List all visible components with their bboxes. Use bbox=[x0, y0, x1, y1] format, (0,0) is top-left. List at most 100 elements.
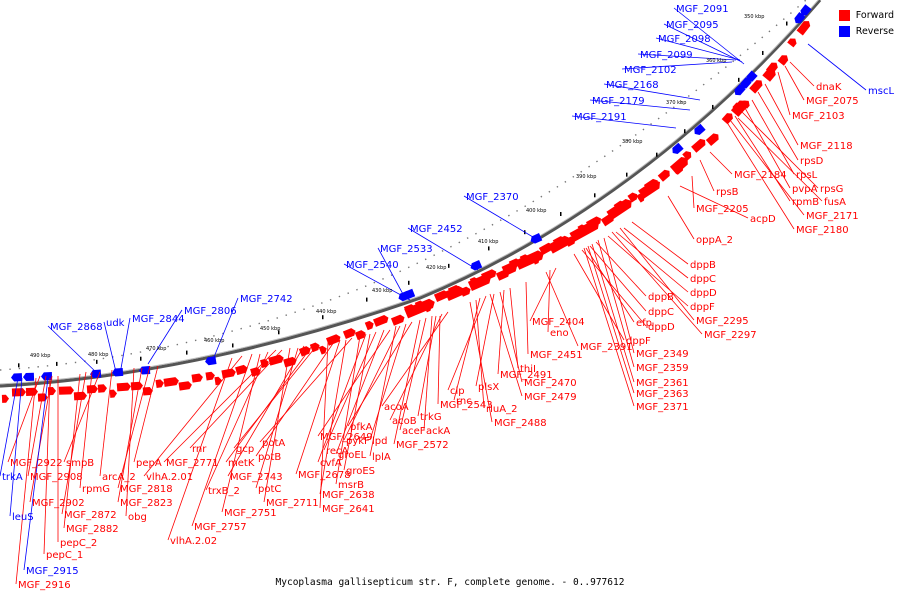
forward-feature bbox=[163, 377, 179, 387]
forward-feature bbox=[627, 192, 638, 203]
leader-line bbox=[777, 71, 791, 116]
genome-caption: Mycoplasma gallisepticum str. F, complet… bbox=[275, 577, 625, 588]
leader-line bbox=[437, 315, 441, 405]
gene-label-forward: oppA_2 bbox=[696, 235, 733, 246]
gene-label-forward: dppF bbox=[690, 302, 715, 313]
leader-line bbox=[27, 375, 47, 477]
reverse-feature bbox=[470, 260, 483, 271]
leader-line bbox=[751, 99, 795, 175]
leader-line bbox=[603, 237, 635, 354]
forward-feature bbox=[390, 314, 405, 326]
leader-line bbox=[581, 249, 647, 327]
leader-line bbox=[369, 325, 397, 457]
gene-label-forward: MGF_2349 bbox=[636, 349, 689, 360]
gene-label-forward: MGF_2641 bbox=[322, 504, 375, 515]
scale-label: 480 kbp bbox=[88, 352, 108, 358]
leader-line bbox=[727, 123, 795, 230]
forward-feature bbox=[221, 368, 236, 379]
gene-label-reverse: MGF_2844 bbox=[132, 314, 185, 325]
leader-line bbox=[29, 375, 53, 503]
leader-line bbox=[211, 297, 239, 363]
gene-label-forward: MGF_2180 bbox=[796, 225, 849, 236]
gene-label-forward: rpmB bbox=[792, 197, 819, 208]
scale-tick bbox=[140, 356, 142, 361]
leader-line bbox=[381, 311, 449, 407]
gene-label-reverse: MGF_2806 bbox=[184, 306, 237, 317]
reverse-feature bbox=[672, 142, 684, 155]
leader-line bbox=[335, 335, 361, 485]
leader-line bbox=[233, 343, 319, 449]
reverse-feature bbox=[530, 233, 543, 244]
forward-feature bbox=[691, 138, 706, 153]
gene-label-forward: lplA bbox=[372, 452, 391, 463]
scale-tick bbox=[232, 343, 234, 348]
leader-line bbox=[255, 347, 299, 489]
gene-label-forward: trkG bbox=[420, 412, 442, 423]
gene-label-reverse: udk bbox=[106, 318, 125, 329]
gene-label-reverse: MGF_2098 bbox=[658, 34, 711, 45]
reverse-feature bbox=[41, 372, 53, 381]
gene-label-reverse: MGF_2915 bbox=[26, 566, 79, 577]
reverse-feature bbox=[746, 70, 758, 82]
leader-line bbox=[317, 329, 391, 437]
leader-line bbox=[807, 43, 867, 91]
leader-line bbox=[619, 227, 695, 321]
scale-tick bbox=[96, 359, 98, 364]
forward-feature bbox=[178, 381, 192, 391]
legend-item-forward: Forward bbox=[838, 7, 894, 23]
leader-line bbox=[789, 61, 815, 87]
leader-line bbox=[47, 325, 99, 375]
gene-label-reverse: MGF_2102 bbox=[624, 65, 677, 76]
leader-line bbox=[679, 185, 749, 219]
forward-feature bbox=[569, 220, 600, 242]
gene-label-forward: msrB bbox=[338, 480, 364, 491]
forward-feature bbox=[777, 55, 789, 66]
gene-label-forward: MGF_2479 bbox=[524, 392, 577, 403]
leader-line bbox=[23, 377, 49, 571]
reverse-feature bbox=[11, 373, 23, 382]
gene-label-forward: potA bbox=[262, 438, 285, 449]
forward-feature bbox=[638, 180, 660, 199]
leader-line bbox=[191, 353, 253, 527]
leader-line bbox=[423, 315, 433, 431]
forward-feature bbox=[109, 389, 117, 398]
gene-label-forward: MGF_2751 bbox=[224, 508, 277, 519]
gene-label-forward: MGF_2572 bbox=[396, 440, 449, 451]
gene-label-forward: vlhA.2.01 bbox=[146, 472, 193, 483]
forward-feature bbox=[762, 68, 776, 82]
leader-line bbox=[757, 91, 799, 161]
gene-label-forward: MGF_2491 bbox=[500, 370, 553, 381]
forward-feature bbox=[657, 169, 670, 182]
leader-line bbox=[589, 99, 691, 111]
forward-feature bbox=[25, 387, 38, 397]
gene-label-forward: pepA bbox=[136, 458, 162, 469]
gene-label-forward: pykF bbox=[346, 436, 370, 447]
leader-line bbox=[603, 83, 701, 101]
gene-label-forward: pfkA bbox=[350, 422, 373, 433]
leader-line bbox=[597, 239, 635, 368]
forward-feature bbox=[796, 21, 811, 36]
leader-line bbox=[319, 339, 347, 495]
forward-feature bbox=[787, 38, 797, 48]
gene-label-forward: pepC_2 bbox=[60, 538, 97, 549]
leader-line bbox=[343, 263, 411, 301]
leader-line bbox=[595, 241, 647, 297]
forward-feature bbox=[606, 198, 632, 221]
gene-label-forward: smpB bbox=[66, 458, 94, 469]
leader-line bbox=[163, 349, 277, 463]
leader-line bbox=[399, 317, 427, 431]
leader-line bbox=[655, 37, 741, 61]
leader-line bbox=[744, 107, 791, 189]
forward-feature bbox=[364, 320, 374, 331]
scale-tick bbox=[408, 280, 410, 285]
leader-line bbox=[737, 117, 823, 202]
leader-line bbox=[497, 289, 505, 375]
gene-label-forward: MGF_2295 bbox=[696, 316, 749, 327]
forward-feature bbox=[547, 235, 571, 254]
leader-line bbox=[343, 333, 371, 471]
gene-label-forward: rluA_2 bbox=[486, 404, 517, 415]
leader-line bbox=[227, 345, 305, 477]
leader-line bbox=[393, 319, 421, 445]
reverse-feature bbox=[694, 123, 706, 135]
legend: Forward Reverse bbox=[838, 7, 894, 39]
